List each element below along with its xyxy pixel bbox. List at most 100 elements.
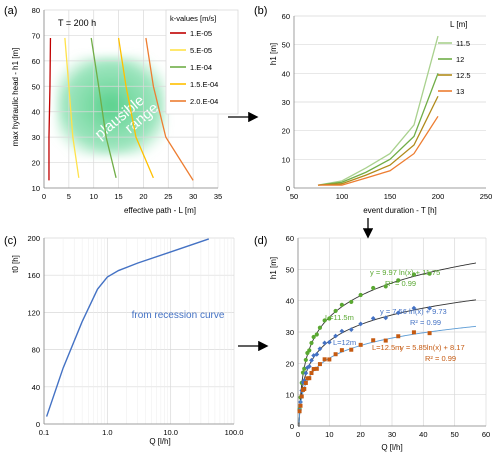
data-point-d-0 bbox=[327, 316, 332, 321]
data-point-d-0 bbox=[396, 278, 401, 283]
data-point-d-2 bbox=[314, 366, 319, 371]
legend-label-b-1: 12 bbox=[456, 55, 464, 64]
data-point-d-1 bbox=[322, 340, 328, 346]
legend-label-b-0: 11.5 bbox=[456, 39, 470, 48]
y-tick-label-b: 0 bbox=[286, 184, 290, 193]
legend-title-b: L [m] bbox=[450, 20, 467, 29]
fit-r2-l12: R² = 0.99 bbox=[410, 318, 441, 327]
data-point-d-0 bbox=[333, 308, 338, 314]
y-tick-label-d: 0 bbox=[290, 422, 294, 431]
data-point-d-1 bbox=[395, 310, 401, 316]
data-point-d-0 bbox=[427, 271, 432, 276]
axis-y-label-b: h1 [m] bbox=[269, 43, 278, 65]
data-point-d-2 bbox=[411, 330, 416, 335]
axis-x-label-c: Q [l/h] bbox=[149, 437, 170, 446]
annotation-a: T = 200 h bbox=[58, 18, 96, 28]
legend-label-b-3: 13 bbox=[456, 87, 464, 96]
legend-label-a-3: 1.5.E-04 bbox=[190, 80, 218, 89]
data-point-d-1 bbox=[317, 346, 323, 352]
data-point-d-1 bbox=[383, 315, 389, 321]
data-point-d-2 bbox=[383, 338, 388, 343]
x-tick-label-c: 0.1 bbox=[39, 428, 49, 437]
data-point-d-2 bbox=[333, 352, 338, 357]
series-label-l115: L=11.5m bbox=[325, 313, 354, 322]
x-tick-label-a: 20 bbox=[139, 192, 147, 201]
fit-label-l12: y = 7.56 ln(x) + 9.73 bbox=[380, 307, 447, 316]
y-tick-label-d: 60 bbox=[286, 234, 294, 243]
data-point-d-0 bbox=[322, 318, 327, 323]
y-tick-label-a: 30 bbox=[32, 133, 40, 142]
series-line-a-0 bbox=[48, 37, 52, 181]
axis-x-label-b: event duration - T [h] bbox=[363, 206, 437, 215]
y-tick-label-c: 0 bbox=[36, 420, 40, 429]
data-point-d-0 bbox=[309, 340, 314, 346]
y-tick-label-a: 50 bbox=[32, 82, 40, 91]
y-tick-label-d: 50 bbox=[286, 265, 294, 274]
data-point-d-2 bbox=[298, 403, 303, 408]
data-point-d-2 bbox=[349, 347, 354, 352]
y-tick-label-b: 60 bbox=[282, 12, 290, 21]
y-tick-label-a: 40 bbox=[32, 108, 40, 117]
fit-r2-l115: R² = 0.99 bbox=[385, 279, 416, 288]
x-tick-label-a: 35 bbox=[214, 192, 222, 201]
data-point-d-1 bbox=[314, 351, 320, 357]
x-tick-label-b: 200 bbox=[432, 192, 445, 201]
y-tick-label-a: 10 bbox=[32, 184, 40, 193]
legend-label-a-2: 1.E-04 bbox=[190, 63, 212, 72]
x-tick-label-c: 1.0 bbox=[102, 428, 112, 437]
data-point-d-1 bbox=[326, 339, 332, 345]
data-point-d-2 bbox=[297, 409, 302, 414]
x-tick-label-b: 50 bbox=[290, 192, 298, 201]
x-tick-label-b: 250 bbox=[480, 192, 493, 201]
panel-label-d: (d) bbox=[254, 235, 267, 247]
panel-b: (b) 0 10 20 30 40 50 60 50 100 150 200 250 event du… bbox=[254, 5, 492, 215]
data-point-d-2 bbox=[299, 394, 304, 399]
shaded-region-plausible-range bbox=[56, 56, 166, 156]
legend-label-b-2: 12.5 bbox=[456, 71, 471, 80]
panel-label-a: (a) bbox=[4, 5, 17, 17]
panel-label-b: (b) bbox=[254, 5, 267, 17]
series-label-l125: L=12.5m bbox=[372, 343, 401, 352]
series-line-b-0 bbox=[317, 35, 439, 186]
data-point-d-0 bbox=[314, 332, 319, 337]
y-tick-label-b: 20 bbox=[282, 127, 290, 136]
data-point-d-2 bbox=[322, 357, 327, 362]
data-point-d-0 bbox=[317, 325, 323, 330]
data-point-d-1 bbox=[358, 321, 364, 327]
x-tick-label-a: 25 bbox=[164, 192, 172, 201]
axis-y-label-c: t0 [h] bbox=[11, 255, 20, 273]
fit-label-l125: y = 5.85ln(x) + 8.17 bbox=[400, 343, 465, 352]
legend-box-a bbox=[165, 9, 239, 115]
y-tick-label-a: 20 bbox=[32, 159, 40, 168]
x-tick-label-d: 60 bbox=[482, 430, 490, 439]
fit-r2-l125: R² = 0.99 bbox=[425, 354, 456, 363]
data-point-d-0 bbox=[371, 285, 376, 291]
data-point-d-1 bbox=[306, 364, 312, 369]
data-point-d-2 bbox=[309, 371, 314, 376]
x-tick-label-b: 100 bbox=[336, 192, 349, 201]
y-tick-label-b: 10 bbox=[282, 155, 290, 164]
data-point-d-2 bbox=[307, 376, 312, 381]
data-point-d-2 bbox=[303, 380, 308, 385]
y-tick-label-c: 120 bbox=[27, 308, 40, 317]
y-tick-label-a: 80 bbox=[32, 6, 40, 15]
y-tick-label-c: 40 bbox=[32, 383, 40, 392]
data-point-d-1 bbox=[333, 333, 338, 339]
y-tick-label-a: 70 bbox=[32, 31, 40, 40]
data-point-d-2 bbox=[371, 338, 376, 343]
data-point-d-0 bbox=[349, 299, 354, 305]
y-tick-label-b: 40 bbox=[282, 69, 290, 78]
series-line-b-1 bbox=[317, 73, 439, 186]
series-line-a-1 bbox=[64, 37, 80, 178]
legend-label-a-1: 5.E-05 bbox=[190, 46, 212, 55]
series-line-b-3 bbox=[318, 115, 439, 186]
y-tick-label-c: 160 bbox=[27, 271, 40, 280]
series-line-c-0 bbox=[45, 238, 210, 417]
data-point-d-2 bbox=[302, 386, 307, 391]
y-tick-label-d: 30 bbox=[286, 328, 294, 337]
legend-title-a: k-values [m/s] bbox=[170, 14, 216, 23]
data-point-d-0 bbox=[358, 292, 363, 298]
fit-label-l115: y = 9.97 ln(x) + 11.75 bbox=[370, 268, 440, 277]
